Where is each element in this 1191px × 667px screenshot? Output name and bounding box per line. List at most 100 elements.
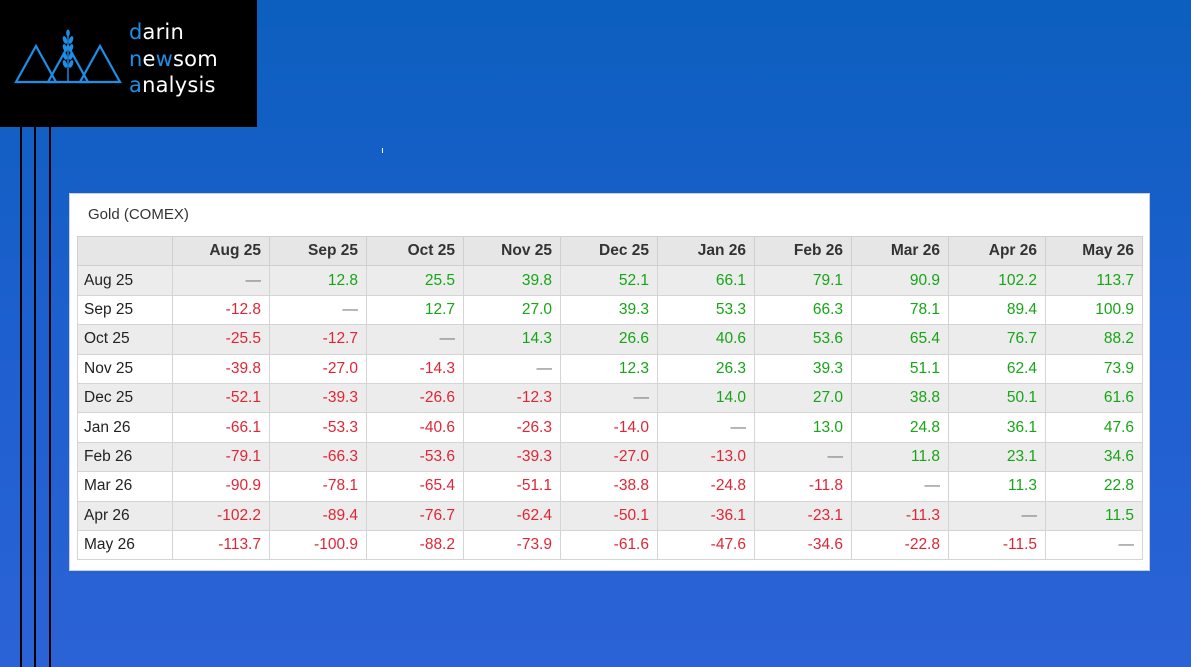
table-cell: -66.1 bbox=[172, 412, 270, 443]
column-header: Mar 26 bbox=[851, 235, 949, 267]
column-header: Dec 25 bbox=[560, 235, 658, 267]
table-cell: -53.3 bbox=[269, 412, 367, 443]
table-cell: — bbox=[560, 382, 658, 414]
table-cell: 66.3 bbox=[754, 294, 852, 326]
table-cell: -11.5 bbox=[948, 529, 1046, 561]
table-cell: 25.5 bbox=[366, 265, 464, 296]
header-row: Aug 25 Sep 25 Oct 25 Nov 25 Dec 25 Jan 26 Feb … bbox=[77, 235, 1143, 267]
logo-line-2: newsom bbox=[129, 46, 218, 71]
table-cell: 22.8 bbox=[1045, 471, 1143, 502]
table-cell: -89.4 bbox=[269, 500, 367, 531]
row-header: Apr 26 bbox=[77, 500, 173, 531]
table-cell: — bbox=[1045, 529, 1143, 561]
table-cell: 26.6 bbox=[560, 324, 658, 355]
table-cell: -47.6 bbox=[657, 529, 755, 561]
table-cell: 102.2 bbox=[948, 265, 1046, 296]
table-cell: -79.1 bbox=[172, 441, 270, 473]
logo-line-3: analysis bbox=[129, 73, 216, 97]
logo-line-1: darin bbox=[129, 20, 184, 44]
table-cell: -38.8 bbox=[560, 471, 658, 502]
table-cell: 89.4 bbox=[948, 294, 1046, 326]
table-cell: -50.1 bbox=[560, 500, 658, 531]
mountain-wheat-logo-icon bbox=[14, 29, 122, 84]
table-cell: 88.2 bbox=[1045, 324, 1143, 355]
table-cell: 24.8 bbox=[851, 412, 949, 443]
table-cell: -27.0 bbox=[269, 353, 367, 384]
table-cell: -100.9 bbox=[269, 529, 367, 561]
table-row: Sep 25 -12.8—12.7 27.0 39.3 53.3 66.3 78.1 89.4… bbox=[77, 294, 1143, 326]
table-row: Apr 26 -102.2 -89.4 -76.7 -62.4 -50.1 -36.1 -23… bbox=[77, 500, 1143, 531]
table-cell: 39.3 bbox=[560, 294, 658, 326]
column-header: May 26 bbox=[1045, 235, 1143, 267]
table-row: Dec 25 -52.1 -39.3 -26.6 -12.3—14.0 27.0 38.8 5… bbox=[77, 382, 1143, 414]
table-cell: 27.0 bbox=[754, 382, 852, 414]
row-header: May 26 bbox=[77, 529, 173, 561]
row-header: Nov 25 bbox=[77, 353, 173, 384]
table-cell: -36.1 bbox=[657, 500, 755, 531]
table-cell: 12.7 bbox=[366, 294, 464, 326]
table-cell: 113.7 bbox=[1045, 265, 1143, 296]
table-cell: -78.1 bbox=[269, 471, 367, 502]
spread-table: Aug 25 Sep 25 Oct 25 Nov 25 Dec 25 Jan 26 Feb … bbox=[77, 235, 1143, 561]
table-cell: -25.5 bbox=[172, 324, 270, 355]
column-header: Feb 26 bbox=[754, 235, 852, 267]
column-header: Oct 25 bbox=[366, 235, 464, 267]
column-header: Sep 25 bbox=[269, 235, 367, 267]
column-header: Nov 25 bbox=[463, 235, 561, 267]
row-header: Mar 26 bbox=[77, 471, 173, 502]
table-cell: — bbox=[172, 265, 270, 296]
table-cell: -102.2 bbox=[172, 500, 270, 531]
table-cell: 38.8 bbox=[851, 382, 949, 414]
table-title: Gold (COMEX) bbox=[88, 206, 189, 223]
table-cell: 12.3 bbox=[560, 353, 658, 384]
table-cell: 53.6 bbox=[754, 324, 852, 355]
table-cell: -39.3 bbox=[269, 382, 367, 414]
table-cell: -14.3 bbox=[366, 353, 464, 384]
table-cell: -22.8 bbox=[851, 529, 949, 561]
table-cell: 90.9 bbox=[851, 265, 949, 296]
table-cell: -66.3 bbox=[269, 441, 367, 473]
table-row: Jan 26 -66.1 -53.3 -40.6 -26.3 -14.0—13.0 24.8… bbox=[77, 412, 1143, 443]
table-cell: 62.4 bbox=[948, 353, 1046, 384]
table-cell: 40.6 bbox=[657, 324, 755, 355]
table-cell: 26.3 bbox=[657, 353, 755, 384]
table-row: Mar 26 -90.9 -78.1 -65.4 -51.1 -38.8 -24.8 -11.… bbox=[77, 471, 1143, 502]
decorative-line bbox=[49, 127, 51, 667]
table-cell: -40.6 bbox=[366, 412, 464, 443]
table-cell: -76.7 bbox=[366, 500, 464, 531]
table-cell: — bbox=[463, 353, 561, 384]
table-row: Oct 25 -25.5 -12.7—14.3 26.6 40.6 53.6 65.4 76.… bbox=[77, 324, 1143, 355]
table-cell: 12.8 bbox=[269, 265, 367, 296]
table-row: Feb 26 -79.1 -66.3 -53.6 -39.3 -27.0 -13.0—11.… bbox=[77, 441, 1143, 473]
table-cell: -113.7 bbox=[172, 529, 270, 561]
table-cell: -12.3 bbox=[463, 382, 561, 414]
row-header: Jan 26 bbox=[77, 412, 173, 443]
table-cell: — bbox=[657, 412, 755, 443]
row-header: Aug 25 bbox=[77, 265, 173, 296]
table-cell: -14.0 bbox=[560, 412, 658, 443]
table-cell: 66.1 bbox=[657, 265, 755, 296]
table-cell: -73.9 bbox=[463, 529, 561, 561]
table-cell: — bbox=[948, 500, 1046, 531]
table-cell: 61.6 bbox=[1045, 382, 1143, 414]
table-cell: -53.6 bbox=[366, 441, 464, 473]
table-cell: 11.5 bbox=[1045, 500, 1143, 531]
table-cell: 51.1 bbox=[851, 353, 949, 384]
table-row: Aug 25—12.8 25.5 39.8 52.1 66.1 79.1 90.9 102.2… bbox=[77, 265, 1143, 296]
table-cell: 14.3 bbox=[463, 324, 561, 355]
decorative-line bbox=[20, 127, 22, 667]
table-body: Aug 25—12.8 25.5 39.8 52.1 66.1 79.1 90.9 102.2… bbox=[77, 265, 1143, 561]
table-cell: 34.6 bbox=[1045, 441, 1143, 473]
table-cell: -11.8 bbox=[754, 471, 852, 502]
table-cell: -23.1 bbox=[754, 500, 852, 531]
table-cell: -27.0 bbox=[560, 441, 658, 473]
table-cell: 73.9 bbox=[1045, 353, 1143, 384]
table-cell: 53.3 bbox=[657, 294, 755, 326]
table-cell: — bbox=[851, 471, 949, 502]
table-cell: -88.2 bbox=[366, 529, 464, 561]
table-cell: — bbox=[754, 441, 852, 473]
table-row: May 26 -113.7 -100.9 -88.2 -73.9 -61.6 -47.6 -3… bbox=[77, 529, 1143, 561]
table-cell: 100.9 bbox=[1045, 294, 1143, 326]
table-cell: — bbox=[269, 294, 367, 326]
table-cell: 11.3 bbox=[948, 471, 1046, 502]
